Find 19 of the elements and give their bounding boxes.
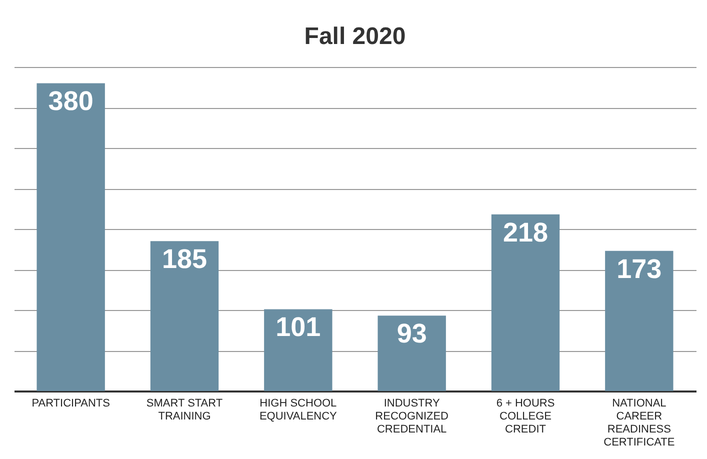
bar <box>36 83 105 391</box>
bar <box>491 214 560 391</box>
bar <box>378 316 446 391</box>
data-label: 101 <box>276 312 321 342</box>
data-label: 380 <box>48 86 94 116</box>
data-label: 218 <box>502 217 548 248</box>
bar <box>150 241 219 391</box>
x-tick-label: SMART START TRAINING <box>146 398 223 422</box>
data-label: 173 <box>616 254 662 284</box>
chart-title: Fall 2020 <box>304 23 406 50</box>
x-tick-label: 6 + HOURS COLLEGE CREDIT <box>496 398 555 436</box>
x-tick-label: HIGH SCHOOL EQUIVALENCY <box>259 398 338 422</box>
data-label: 93 <box>396 318 427 349</box>
bar <box>605 250 674 391</box>
x-tick-label: INDUSTRY RECOGNIZED CREDENTIAL <box>375 398 449 436</box>
bar <box>264 309 332 391</box>
x-tick-label: NATIONAL CAREER READINESS CERTIFICATE <box>604 398 675 448</box>
x-tick-label: PARTICIPANTS <box>32 398 110 410</box>
data-label: 185 <box>162 244 208 274</box>
